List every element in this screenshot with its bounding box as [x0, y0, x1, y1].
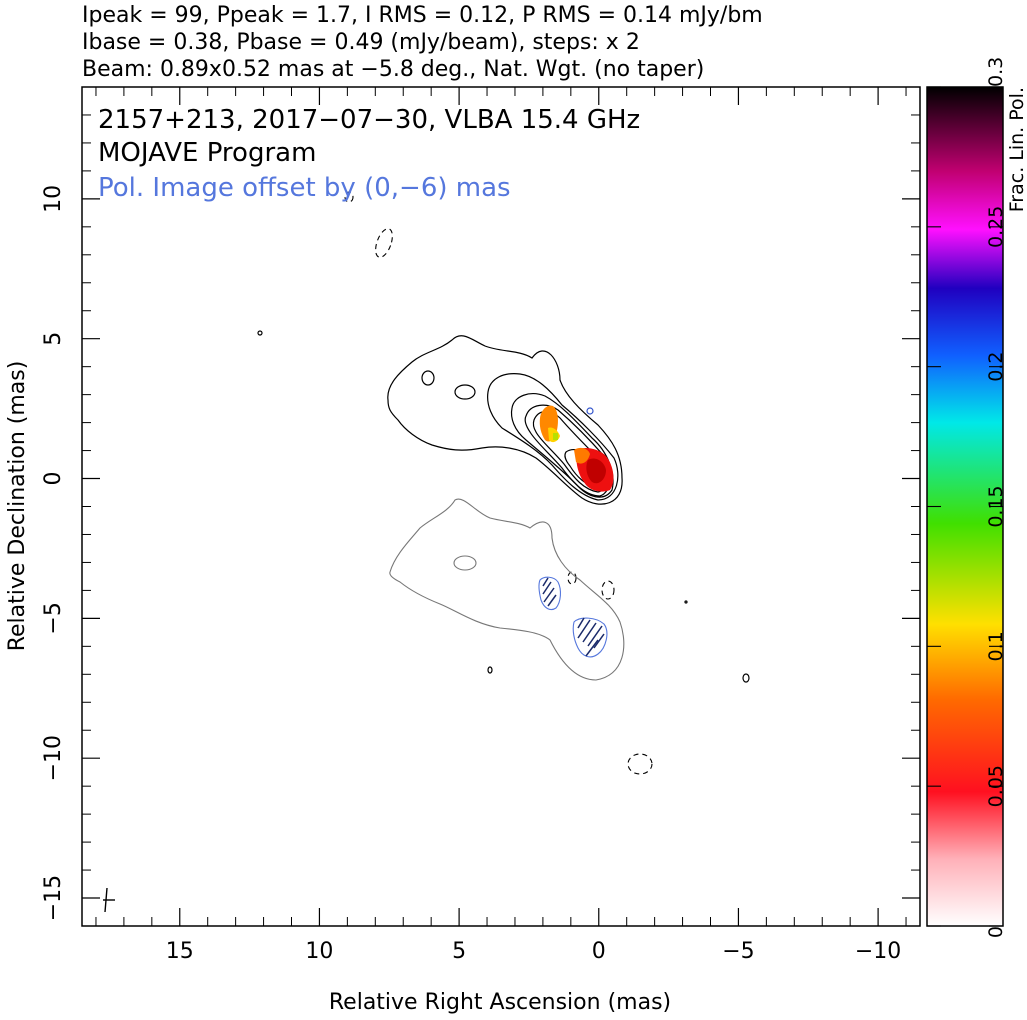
pol-contour-base	[389, 498, 625, 681]
y-tick-label: 0	[41, 472, 66, 486]
x-axis-ticks: 15 10 5 0 −5 −10	[95, 87, 907, 964]
negative-contour-4	[627, 753, 653, 775]
y-tick-label: 5	[41, 332, 66, 346]
frac-pol-region-core-orange	[574, 447, 590, 464]
evpa-vectors	[542, 577, 605, 657]
beam-major-axis	[104, 887, 108, 913]
intensity-island-3	[684, 600, 688, 604]
y-tick-label: −10	[41, 735, 66, 781]
evpa-tick	[542, 581, 552, 595]
negative-contour-5	[567, 571, 577, 585]
frac-pol-color-regions	[539, 405, 614, 492]
negative-contour-1	[375, 228, 393, 258]
intensity-island-5	[742, 673, 750, 683]
frac-pol-region-core-dark	[586, 458, 606, 484]
colorbar-ticks: 0 0.05 0.1 0.15 0.2 0.25 0.3	[927, 57, 1007, 938]
evpa-tick	[547, 594, 557, 607]
evpa-tick	[585, 639, 599, 657]
evpa-tick	[587, 625, 603, 647]
evpa-tick	[577, 619, 591, 639]
pol-intensity-contours	[389, 498, 625, 681]
y-axis-ticks: 10 5 0 −5 −10 −15	[41, 86, 920, 927]
intensity-island-2	[586, 407, 594, 415]
x-tick-label: 10	[305, 939, 333, 964]
plot-title-line-3: Pol. Image offset by (0,−6) mas	[98, 173, 511, 203]
evpa-tick	[542, 577, 549, 587]
evpa-tick	[543, 587, 555, 603]
negative-contours	[344, 191, 653, 775]
x-tick-label: 5	[452, 939, 466, 964]
x-tick-label: −10	[855, 939, 901, 964]
plot-title-line-1: 2157+213, 2017−07−30, VLBA 15.4 GHz	[98, 105, 640, 135]
intensity-hole-2	[454, 384, 476, 400]
intensity-contour-3	[510, 393, 614, 498]
colorbar-tick-label: 0.25	[985, 206, 1007, 248]
colorbar-tick-label: 0.3	[985, 57, 1007, 87]
evpa-tick	[577, 617, 585, 629]
intensity-island-4	[487, 666, 493, 674]
y-axis-label: Relative Declination (mas)	[5, 361, 30, 652]
intensity-contour-4	[524, 404, 611, 497]
intensity-contour-5	[532, 410, 608, 493]
negative-contour-3	[601, 580, 615, 600]
evpa-tick	[582, 622, 597, 643]
negative-contour-2	[344, 191, 354, 203]
colorbar-tick-label: 0.1	[985, 631, 1007, 661]
intensity-island-1	[257, 330, 263, 336]
beam-marker	[103, 887, 115, 913]
evpa-tick	[593, 633, 605, 649]
header-line-1: Ipeak = 99, Ppeak = 1.7, I RMS = 0.12, P…	[82, 3, 763, 28]
colorbar-tick-label: 0	[985, 926, 1007, 938]
plot-title-line-2: MOJAVE Program	[98, 138, 316, 168]
x-tick-label: 0	[592, 939, 606, 964]
colorbar-tick-label: 0.05	[985, 765, 1007, 807]
colorbar-tick-label: 0.2	[985, 352, 1007, 382]
y-tick-label: 10	[41, 185, 66, 213]
intensity-contour-base	[387, 335, 623, 505]
intensity-contour-2	[487, 373, 619, 501]
pol-contour-region-2	[572, 617, 608, 658]
intensity-hole-1	[421, 370, 435, 386]
x-tick-label: 15	[166, 939, 194, 964]
pol-contour-region-1	[538, 576, 561, 611]
header-line-2: Ibase = 0.38, Pbase = 0.49 (mJy/beam), s…	[82, 30, 640, 55]
contour-map	[103, 191, 750, 913]
y-tick-label: −15	[41, 875, 66, 921]
colorbar-tick-label: 0.15	[985, 485, 1007, 527]
y-tick-label: −5	[41, 602, 66, 634]
pol-contour-hole	[453, 555, 477, 571]
x-axis-label: Relative Right Ascension (mas)	[329, 990, 671, 1015]
frac-pol-region-upper-green	[553, 433, 558, 440]
header-line-3: Beam: 0.89x0.52 mas at −5.8 deg., Nat. W…	[82, 57, 704, 82]
colorbar-label: Frac. Lin. Pol.	[1006, 87, 1027, 212]
plot-frame	[81, 86, 921, 927]
x-tick-label: −5	[722, 939, 754, 964]
